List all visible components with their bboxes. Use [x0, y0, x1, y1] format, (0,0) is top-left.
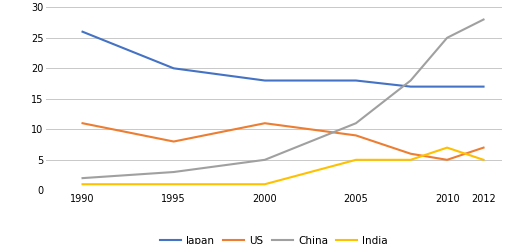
India: [79, 183, 86, 186]
China: [79, 177, 86, 180]
China: [262, 158, 268, 161]
China: [480, 18, 486, 21]
Japan: [79, 30, 86, 33]
US: [480, 146, 486, 149]
Japan: [262, 79, 268, 82]
India: [170, 183, 177, 186]
Line: Japan: Japan: [82, 32, 483, 87]
Japan: [353, 79, 359, 82]
India: [353, 158, 359, 161]
China: [170, 171, 177, 173]
US: [170, 140, 177, 143]
US: [262, 122, 268, 125]
Japan: [408, 85, 414, 88]
China: [353, 122, 359, 125]
Line: US: US: [82, 123, 483, 160]
Japan: [170, 67, 177, 70]
Legend: Japan, US, China, India: Japan, US, China, India: [160, 236, 388, 244]
Line: China: China: [82, 20, 483, 178]
China: [408, 79, 414, 82]
India: [262, 183, 268, 186]
India: [444, 146, 450, 149]
US: [353, 134, 359, 137]
US: [79, 122, 86, 125]
US: [408, 152, 414, 155]
US: [444, 158, 450, 161]
India: [480, 158, 486, 161]
Japan: [480, 85, 486, 88]
China: [444, 36, 450, 39]
India: [408, 158, 414, 161]
Line: India: India: [82, 148, 483, 184]
Japan: [444, 85, 450, 88]
